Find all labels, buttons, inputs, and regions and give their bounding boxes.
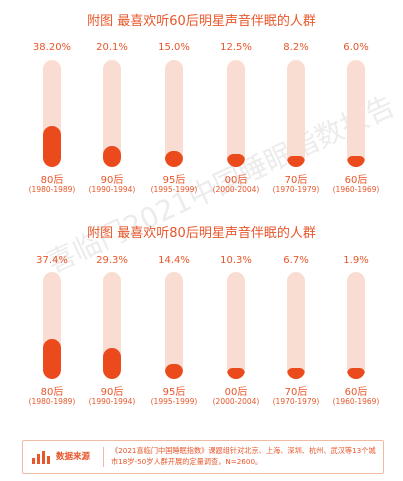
bar-track: [347, 272, 365, 379]
value-label: 1.9%: [343, 255, 369, 266]
bar-track: [287, 60, 305, 167]
category-label: 60后: [344, 175, 368, 186]
bar-track: [165, 60, 183, 167]
category-year-range: (1995-1999): [150, 397, 198, 406]
value-label: 6.7%: [283, 255, 309, 266]
category-year-range: (1980-1989): [28, 397, 76, 406]
chart-title: 附图 最喜欢听60后明星声音伴眠的人群: [87, 14, 316, 29]
bar-track: [287, 272, 305, 379]
divider: [103, 447, 104, 467]
bar: [103, 347, 121, 379]
category-label: 95后: [162, 387, 186, 398]
category-label: 90后: [100, 175, 124, 186]
category-year-range: (1995-1999): [150, 185, 198, 194]
category-label: 00后: [224, 175, 248, 186]
bar-chart-icon: [32, 451, 50, 464]
value-label: 20.1%: [96, 42, 128, 53]
category-year-range: (1970-1979): [272, 185, 320, 194]
category-year-range: (1980-1989): [28, 185, 76, 194]
bar: [287, 368, 305, 379]
bar: [165, 363, 183, 379]
bar-track: [103, 60, 121, 167]
value-label: 10.3%: [220, 255, 252, 266]
bar-track: [227, 60, 245, 167]
category-label: 00后: [224, 387, 248, 398]
category-label: 80后: [40, 387, 64, 398]
category-year-range: (1970-1979): [272, 397, 320, 406]
data-source-text: 《2021喜临门中国睡眠指数》课题组针对北京、上海、深圳、杭州、武汉等13个城市…: [111, 446, 376, 466]
bar: [43, 339, 61, 379]
bar-track: [43, 272, 61, 379]
value-label: 8.2%: [283, 42, 309, 53]
bar: [287, 156, 305, 167]
bar-track: [227, 272, 245, 379]
bar-track: [103, 272, 121, 379]
bar: [347, 368, 365, 379]
category-year-range: (1960-1969): [332, 397, 380, 406]
chart-title: 附图 最喜欢听80后明星声音伴眠的人群: [87, 226, 316, 241]
bar-track: [347, 60, 365, 167]
value-label: 12.5%: [220, 42, 252, 53]
category-year-range: (2000-2004): [212, 185, 260, 194]
bar: [103, 145, 121, 167]
value-label: 15.0%: [158, 42, 190, 53]
value-label: 38.20%: [32, 42, 72, 53]
category-label: 60后: [344, 387, 368, 398]
category-year-range: (1960-1969): [332, 185, 380, 194]
category-label: 70后: [284, 175, 308, 186]
bar: [347, 156, 365, 167]
value-label: 14.4%: [158, 255, 190, 266]
data-source-label: 数据来源: [56, 452, 91, 462]
category-label: 70后: [284, 387, 308, 398]
category-year-range: (1990-1994): [88, 185, 136, 194]
bar: [227, 368, 245, 379]
bar: [43, 126, 61, 167]
category-label: 90后: [100, 387, 124, 398]
bar-track: [165, 272, 183, 379]
category-year-range: (2000-2004): [212, 397, 260, 406]
category-year-range: (1990-1994): [88, 397, 136, 406]
bar: [165, 150, 183, 167]
bar: [227, 153, 245, 167]
data-source-box: 数据来源 《2021喜临门中国睡眠指数》课题组针对北京、上海、深圳、杭州、武汉等…: [22, 440, 384, 474]
bar-track: [43, 60, 61, 167]
category-label: 80后: [40, 175, 64, 186]
value-label: 37.4%: [36, 255, 68, 266]
value-label: 6.0%: [343, 42, 369, 53]
value-label: 29.3%: [96, 255, 128, 266]
category-label: 95后: [162, 175, 186, 186]
